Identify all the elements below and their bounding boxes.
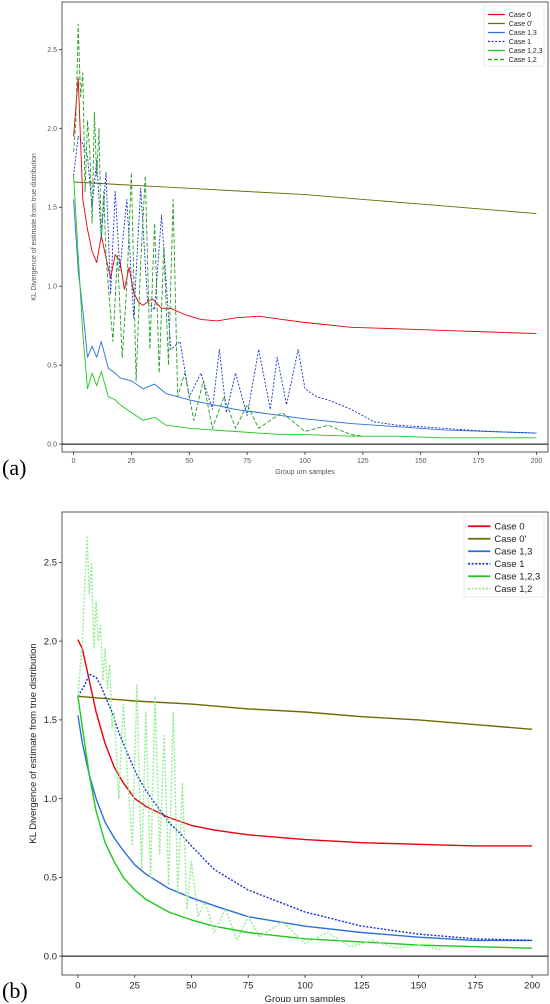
series-line-case-0: [77, 695, 533, 730]
legend-entry: Case 1,3: [509, 30, 537, 37]
x-tick-label: 25: [129, 981, 140, 992]
x-tick-label: 100: [299, 458, 311, 465]
series-line-case-1-3: [73, 199, 537, 434]
legend-entry: Case 0: [494, 522, 524, 533]
series-line-case-1-2: [77, 536, 442, 951]
y-tick-label: 1.0: [44, 794, 57, 805]
x-tick-label: 175: [473, 458, 485, 465]
legend-entry: Case 1,2: [494, 584, 532, 595]
chart-panel-a: 0 25 50 75 100 125 150 175 200 0.0 0.5 1.0 1.5 2.0 2.5…: [31, 1, 549, 476]
x-tick-label: 125: [354, 981, 370, 992]
series-line-case-1-3: [77, 715, 533, 942]
x-axis-label: Group urn samples: [275, 469, 335, 476]
y-tick-label: 2.0: [47, 126, 57, 133]
x-tick-label: 200: [524, 981, 540, 992]
y-tick-label: 0.5: [44, 873, 57, 884]
x-tick-label: 50: [185, 458, 193, 465]
series-line-case-1-2: [73, 23, 363, 437]
y-tick-label: 1.0: [47, 284, 57, 291]
y-axis-label: KL Divergence of estimate from true dist…: [28, 643, 39, 843]
y-axis-label: KL Divergence of estimate from true dist…: [31, 153, 38, 301]
y-tick-label: 1.5: [47, 205, 57, 212]
legend-entry: Case 0': [509, 21, 533, 28]
y-tick-label: 0.5: [47, 363, 57, 370]
x-tick-label: 100: [297, 981, 313, 992]
legend-entry: Case 0': [494, 534, 526, 545]
x-tick-label: 75: [243, 458, 251, 465]
x-tick-label: 25: [128, 458, 136, 465]
y-tick-label: 1.5: [44, 715, 57, 726]
series-line-case-1: [77, 673, 533, 942]
plot-frame: [61, 1, 549, 453]
series-line-case-0: [73, 77, 537, 335]
series-line-case-0: [73, 181, 537, 215]
x-tick-label: 50: [186, 981, 197, 992]
x-tick-label: 75: [243, 981, 254, 992]
y-tick-label: 0.0: [44, 951, 57, 962]
x-tick-label: 150: [415, 458, 427, 465]
legend-box: [483, 5, 545, 67]
legend-entry: Case 1,3: [494, 547, 532, 558]
x-tick-label: 0: [75, 981, 80, 992]
x-tick-label: 0: [72, 458, 76, 465]
chart-panel-b: 0 25 50 75 100 125 150 175 200 0.0 0.5 1.0 1.5 2.0 2.5…: [28, 511, 549, 1002]
y-tick-label: 2.0: [44, 636, 57, 647]
series-line-case-1-2-3: [73, 175, 537, 439]
legend-box: [463, 515, 545, 598]
x-tick-label: 200: [531, 458, 543, 465]
x-axis-label: Group urn samples: [265, 994, 346, 1002]
legend-entry: Case 0: [509, 12, 531, 19]
panel-label-a: (a): [2, 455, 27, 480]
x-tick-label: 125: [357, 458, 369, 465]
legend-entry: Case 1,2,3: [509, 48, 543, 55]
x-tick-label: 150: [411, 981, 427, 992]
y-tick-label: 2.5: [44, 558, 57, 569]
series-line-case-0: [77, 639, 533, 847]
legend-entry: Case 1: [509, 39, 531, 46]
series-line-case-1-2-3: [77, 696, 533, 949]
legend-entry: Case 1,2,3: [494, 572, 540, 583]
x-tick-label: 175: [467, 981, 483, 992]
panel-label-b: (b): [2, 978, 28, 1003]
y-tick-label: 2.5: [47, 47, 57, 54]
legend-entry: Case 1,2: [509, 57, 537, 64]
y-tick-label: 0.0: [47, 442, 57, 449]
legend-entry: Case 1: [494, 559, 524, 570]
